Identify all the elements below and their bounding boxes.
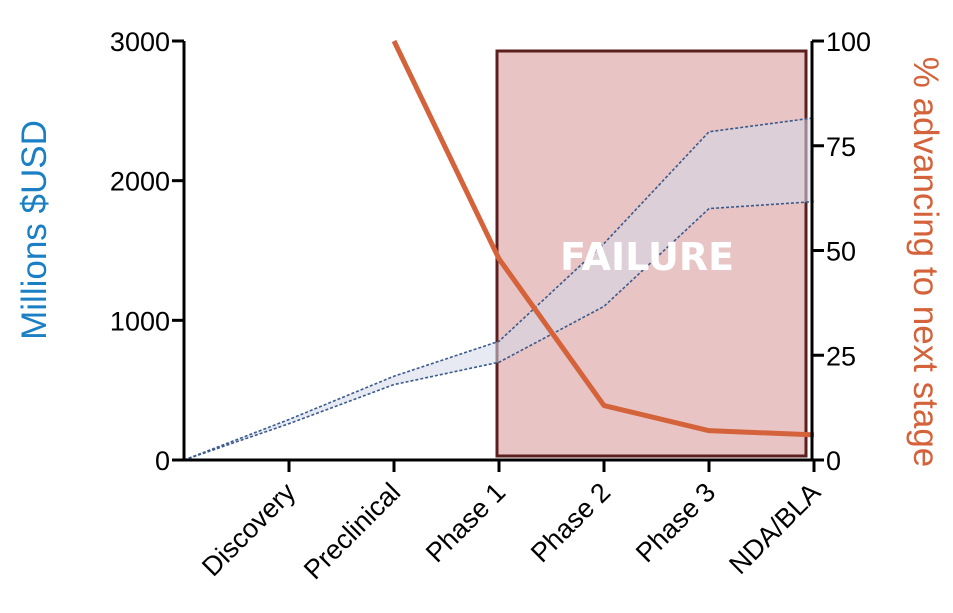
failure-label: FAILURE: [560, 235, 734, 279]
x-tick-label: Phase 2: [525, 477, 616, 568]
x-tick-label: Phase 3: [630, 477, 721, 568]
advancing-series-line: [391, 39, 815, 438]
cost-band-lower-line: [183, 200, 815, 461]
left-tick-label: 0: [155, 446, 170, 476]
x-tick-label: Preclinical: [298, 477, 406, 585]
left-tick-label: 3000: [110, 27, 170, 57]
cost-band-upper-line: [183, 117, 815, 461]
axes: [172, 39, 824, 472]
right-tick-label: 75: [826, 132, 856, 162]
right-axis-title: % advancing to next stage: [906, 57, 945, 468]
cost-band-area: [184, 117, 814, 461]
x-tick-label: Discovery: [196, 477, 301, 582]
left-tick-label: 2000: [110, 167, 170, 197]
left-axis-title: Millions $USD: [15, 120, 54, 340]
x-tick-label: Phase 1: [420, 477, 511, 568]
right-tick-label: 25: [826, 341, 856, 371]
x-tick-label: NDA/BLA: [723, 477, 826, 580]
right-tick-label: 0: [826, 446, 841, 476]
right-tick-label: 100: [826, 27, 871, 57]
right-tick-label: 50: [826, 237, 856, 267]
left-tick-label: 1000: [110, 306, 170, 336]
